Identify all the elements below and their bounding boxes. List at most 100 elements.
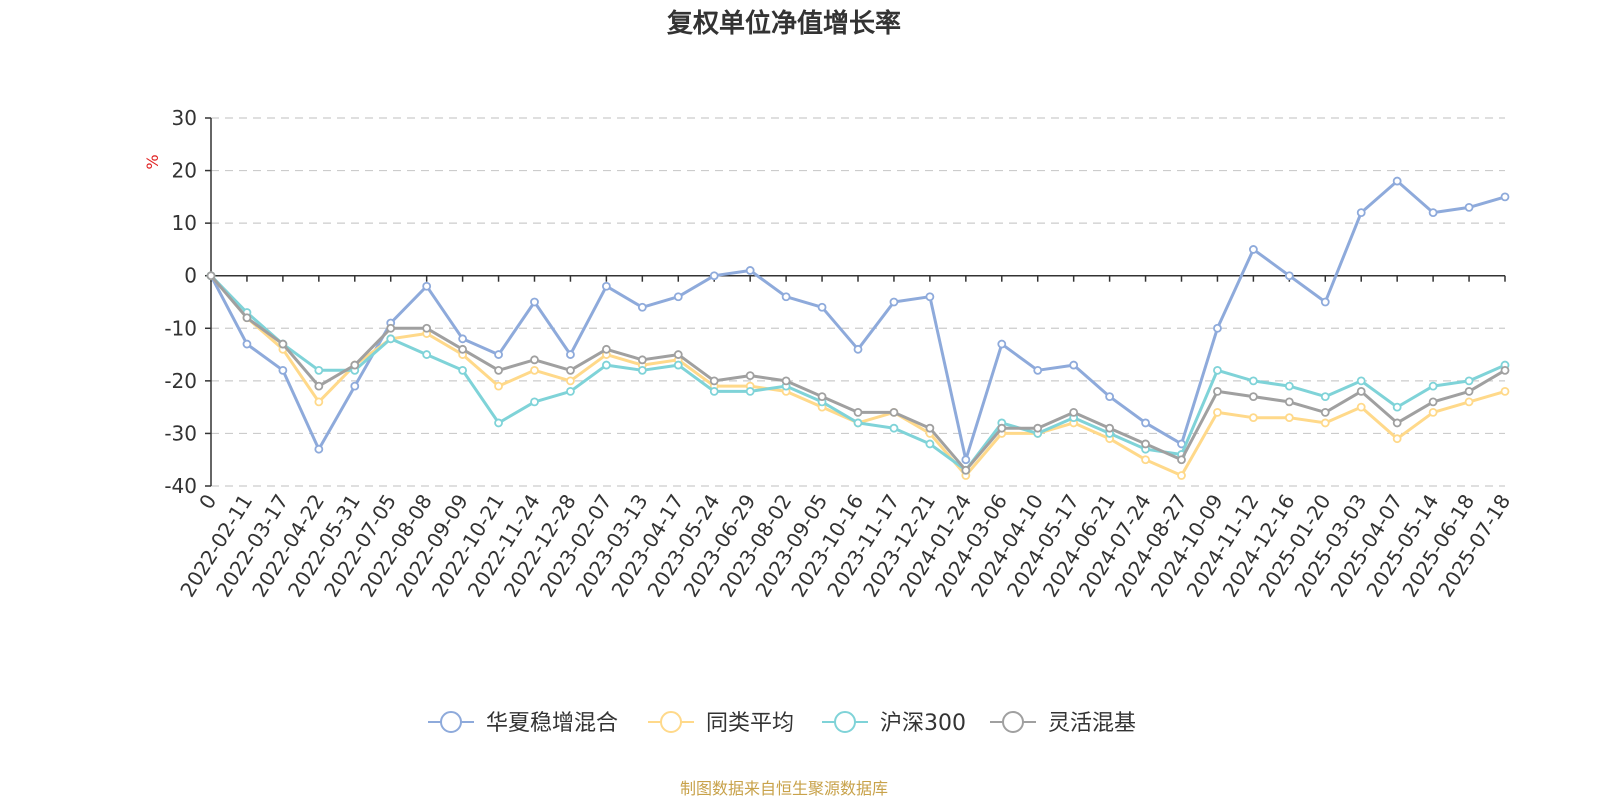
series-4-point [1356, 386, 1366, 396]
legend-marker [660, 711, 682, 733]
series-3-point [709, 386, 719, 396]
series-3-point [745, 386, 755, 396]
series-1-point [242, 339, 252, 349]
series-1-point [530, 297, 539, 307]
legend-label: 灵活混基 [1048, 711, 1136, 736]
series-3-point [530, 397, 539, 407]
series-3-point [925, 439, 935, 449]
series-3-point [494, 418, 503, 428]
series-4-point [1428, 397, 1438, 407]
series-2-point [1284, 413, 1294, 423]
legend-label: 华夏稳增混合 [486, 711, 618, 736]
series-4-point [422, 323, 432, 333]
series-2-point [1500, 386, 1510, 396]
series-1-point [1284, 271, 1294, 281]
series-1-point [1248, 245, 1258, 254]
series-1-point [745, 266, 755, 275]
series-4-point [889, 407, 899, 417]
series-4-point [997, 423, 1007, 433]
series-1-point [673, 292, 683, 302]
y-tick-label: -20 [164, 369, 197, 393]
series-4-point [566, 365, 575, 375]
series-4-point [386, 323, 396, 333]
series-4-point [1105, 423, 1115, 433]
series-3-point [1284, 381, 1294, 391]
series-4-point [314, 381, 324, 391]
series-2-point [1464, 397, 1474, 407]
series-4-point [1141, 439, 1150, 449]
legend-label: 同类平均 [706, 711, 794, 736]
legend-marker [1002, 711, 1024, 733]
y-axis-unit: % [143, 154, 162, 169]
series-2-point [314, 397, 324, 407]
series-1-point [1033, 365, 1043, 375]
chart-title: 复权单位净值增长率 [667, 8, 901, 39]
series-3-point [1356, 376, 1366, 386]
series-3-point [1248, 376, 1258, 386]
series-4-point [1284, 397, 1294, 407]
data-source-note: 制图数据来自恒生聚源数据库 [680, 779, 888, 798]
y-tick-label: 10 [172, 211, 197, 235]
series-4-point [601, 344, 611, 354]
series-2-point [494, 381, 503, 391]
series-3-point [314, 365, 324, 375]
series-3-point [1464, 376, 1474, 386]
series-4-point [1464, 386, 1474, 396]
series-4-point [1248, 392, 1258, 402]
series-3-point [458, 365, 468, 375]
series-3-point [673, 360, 683, 370]
series-2-point [530, 365, 539, 375]
series-2-point [1428, 407, 1438, 417]
y-tick-label: 30 [172, 106, 197, 130]
series-3-point [1428, 381, 1438, 391]
series-2-point [1177, 471, 1186, 480]
grid-lines [211, 117, 1505, 487]
axes: -40-30-20-10010203002022-02-112022-03-17… [164, 106, 1515, 601]
series-3-point [853, 418, 863, 428]
series-4-point [1069, 407, 1079, 417]
series-4-point [242, 313, 252, 323]
series-4-point [1177, 455, 1186, 465]
x-tick-label: 0 [194, 490, 221, 514]
series-2-point [1392, 434, 1402, 444]
series-2-point [1248, 413, 1258, 423]
series-3-point [1320, 392, 1330, 402]
series-4-point [350, 360, 360, 370]
series-1-point [350, 381, 360, 391]
series-1-point [494, 350, 503, 359]
series-3-point [601, 360, 611, 370]
series-1-point [1213, 323, 1222, 333]
series-1-point [422, 281, 432, 291]
series-4-point [278, 339, 288, 349]
series-1-point [817, 302, 827, 312]
series-3-point [1213, 365, 1222, 375]
series-3-point [566, 386, 575, 396]
legend-marker [440, 711, 462, 733]
series-2-point [1356, 402, 1366, 412]
series-1-point [1428, 208, 1438, 218]
series-1-point [997, 339, 1007, 349]
y-tick-label: -40 [164, 474, 197, 498]
series-4-point [673, 350, 683, 359]
series-4-point [781, 376, 791, 386]
series-4-point [1392, 418, 1402, 428]
series-4-point [817, 392, 827, 402]
series-4-point [530, 355, 539, 365]
series-4-point [709, 376, 719, 386]
series-4-point [458, 344, 468, 354]
series-3-point [1392, 402, 1402, 412]
series-line-4 [209, 274, 1506, 472]
series-4-point [745, 371, 755, 381]
series-4-point [1033, 423, 1043, 433]
series-4-point [1320, 407, 1330, 417]
legend: 华夏稳增混合 同类平均 沪深300 灵活混基 [428, 711, 1136, 736]
series-1-point [1105, 392, 1115, 402]
series-4-point [853, 407, 863, 417]
legend-marker [834, 711, 856, 733]
series-line-3 [209, 274, 1506, 472]
series-1-point [925, 292, 935, 302]
series-1-point [853, 344, 863, 354]
y-tick-label: -10 [164, 316, 197, 340]
series-2-point [1320, 418, 1330, 428]
